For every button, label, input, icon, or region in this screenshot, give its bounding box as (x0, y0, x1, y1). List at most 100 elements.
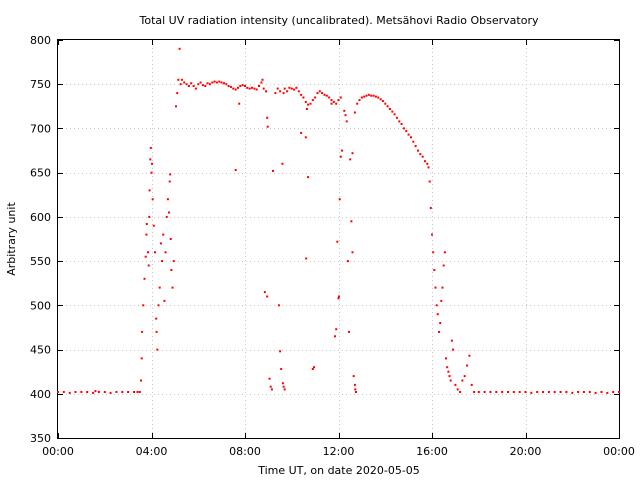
data-point (94, 390, 97, 393)
data-point (280, 368, 283, 370)
data-point (349, 158, 352, 161)
data-point (417, 149, 419, 152)
data-point (148, 215, 151, 218)
data-point (339, 96, 342, 99)
data-point (344, 114, 347, 117)
data-point (393, 113, 396, 116)
data-point (145, 223, 148, 225)
data-point (512, 391, 515, 393)
data-point (162, 233, 165, 236)
data-point (433, 269, 436, 271)
data-point (468, 354, 471, 357)
data-point (606, 391, 609, 394)
x-tick-label: 20:00 (510, 445, 542, 458)
data-point (470, 383, 473, 386)
data-point (459, 391, 462, 393)
data-point (350, 220, 353, 223)
data-point (450, 339, 453, 342)
data-point (337, 99, 340, 102)
data-point (421, 155, 424, 158)
data-point (149, 158, 152, 161)
data-point (230, 85, 232, 88)
data-point (293, 88, 296, 91)
x-axis-label: Time UT, on date 2020-05-05 (257, 464, 420, 477)
data-point (577, 391, 580, 393)
data-point (356, 102, 359, 105)
data-point (328, 96, 331, 99)
data-point (553, 391, 556, 393)
data-point (341, 149, 343, 152)
data-point (379, 98, 382, 101)
data-point (246, 86, 249, 89)
data-point (180, 78, 183, 81)
data-point (279, 90, 282, 93)
data-point (255, 88, 258, 91)
data-point (201, 84, 204, 87)
data-point (286, 90, 289, 93)
y-axis: 350 400 450 500 550 600 650 700 750 800 (30, 34, 619, 445)
x-tick-label: 08:00 (229, 445, 261, 458)
grid (58, 40, 619, 438)
data-point (62, 391, 65, 393)
data-point (336, 240, 339, 243)
data-point (297, 90, 300, 93)
data-point (142, 304, 145, 307)
data-point (151, 162, 153, 165)
y-tick-label: 350 (30, 432, 51, 445)
data-point (351, 152, 354, 155)
data-point (295, 86, 298, 89)
data-point (272, 169, 274, 172)
data-point (300, 93, 303, 96)
data-point (136, 391, 139, 393)
data-point (281, 382, 284, 385)
data-point (152, 224, 155, 227)
data-point (377, 96, 380, 99)
data-point (338, 295, 340, 298)
data-point (190, 82, 193, 85)
data-point (155, 330, 158, 333)
data-point (412, 140, 415, 143)
data-point (466, 364, 469, 367)
data-point (612, 391, 615, 393)
data-point (223, 82, 225, 85)
data-point (398, 120, 401, 123)
x-tick-label: 12:00 (323, 445, 355, 458)
data-point (258, 85, 260, 87)
data-point (449, 379, 452, 382)
data-point (501, 391, 504, 393)
data-point (419, 153, 422, 156)
data-point (172, 260, 175, 263)
data-point (238, 102, 241, 105)
data-point (427, 166, 430, 169)
data-point (282, 385, 285, 388)
data-point (454, 383, 457, 386)
data-point (283, 87, 286, 90)
data-point (536, 391, 539, 393)
data-point (197, 83, 200, 86)
data-point (313, 366, 315, 369)
data-point (384, 102, 387, 105)
data-point (323, 93, 326, 96)
data-point (154, 251, 156, 254)
data-point (80, 391, 83, 393)
data-point (176, 92, 179, 95)
data-point (241, 84, 244, 87)
data-point (121, 391, 124, 393)
data-point (239, 85, 242, 87)
data-point (157, 304, 160, 307)
data-point (438, 330, 440, 333)
data-point (594, 391, 597, 394)
data-point (168, 180, 171, 183)
data-point (177, 78, 180, 81)
data-point (220, 81, 223, 84)
data-point (432, 251, 435, 254)
data-point (335, 328, 338, 331)
data-point (325, 94, 328, 97)
data-point (276, 87, 279, 90)
data-point (332, 100, 335, 103)
data-point (218, 80, 221, 83)
y-tick-label: 500 (30, 299, 51, 312)
data-point (178, 47, 181, 50)
data-point (179, 83, 182, 86)
data-point (542, 391, 544, 393)
